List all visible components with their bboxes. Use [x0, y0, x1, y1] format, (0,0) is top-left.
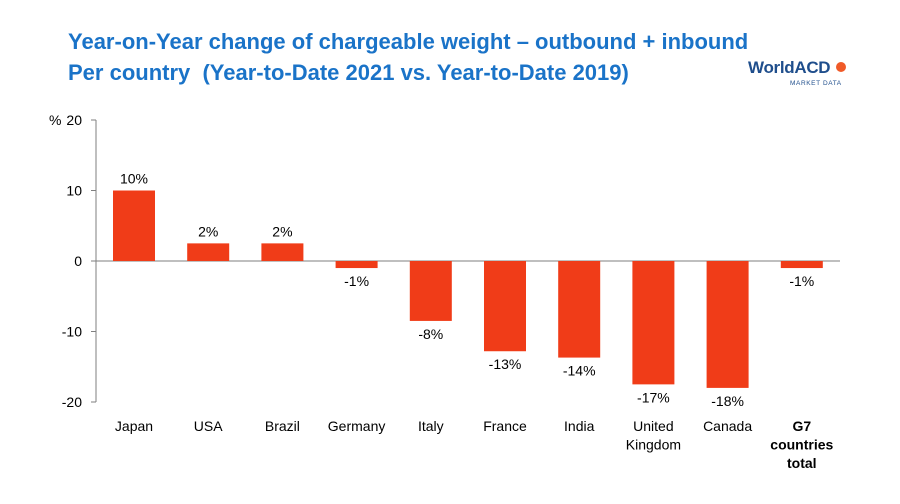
- bar: [261, 243, 304, 261]
- y-tick-label: -10: [62, 324, 82, 340]
- data-label: -17%: [637, 389, 670, 405]
- bar: [409, 261, 452, 321]
- y-axis-unit-label: %: [49, 112, 61, 128]
- logo-subtitle: MARKET DATA: [790, 80, 842, 87]
- data-label: 2%: [272, 223, 292, 239]
- category-label: USA: [194, 418, 223, 434]
- data-label: -1%: [789, 273, 814, 289]
- worldacd-logo: WorldACD MARKET DATA: [748, 58, 848, 92]
- data-label: -18%: [711, 393, 744, 409]
- category-label: total: [787, 455, 817, 471]
- bar: [706, 261, 749, 388]
- category-label: Canada: [703, 418, 752, 434]
- bar: [484, 261, 526, 352]
- logo-dot-icon: [836, 62, 846, 72]
- bar: [780, 261, 823, 269]
- data-label: 10%: [120, 171, 148, 187]
- category-label: countries: [770, 437, 833, 453]
- bar: [335, 261, 378, 269]
- bar: [187, 243, 230, 261]
- y-tick-label: 20: [66, 112, 82, 128]
- bar: [632, 261, 675, 385]
- category-label: Kingdom: [626, 437, 681, 453]
- category-label: Germany: [328, 418, 386, 434]
- category-label: Brazil: [265, 418, 300, 434]
- data-label: -14%: [563, 363, 596, 379]
- bar: [558, 261, 601, 358]
- category-label: India: [564, 418, 595, 434]
- title-line-2: Per country (Year-to-Date 2021 vs. Year-…: [68, 60, 629, 85]
- data-label: -13%: [489, 356, 522, 372]
- category-label: United: [633, 418, 673, 434]
- title-line-1: Year-on-Year change of chargeable weight…: [68, 29, 749, 54]
- data-label: -1%: [344, 273, 369, 289]
- category-label: France: [483, 418, 527, 434]
- bar: [113, 190, 155, 261]
- y-tick-label: 0: [74, 253, 82, 269]
- y-tick-label: -20: [62, 394, 82, 410]
- logo-wordmark: WorldACD: [748, 58, 831, 77]
- data-label: -8%: [418, 326, 443, 342]
- y-tick-label: 10: [66, 183, 82, 199]
- category-label: Japan: [115, 418, 153, 434]
- category-label: G7: [792, 418, 811, 434]
- data-label: 2%: [198, 223, 218, 239]
- chart-title: Year-on-Year change of chargeable weight…: [68, 26, 748, 88]
- category-label: Italy: [418, 418, 444, 434]
